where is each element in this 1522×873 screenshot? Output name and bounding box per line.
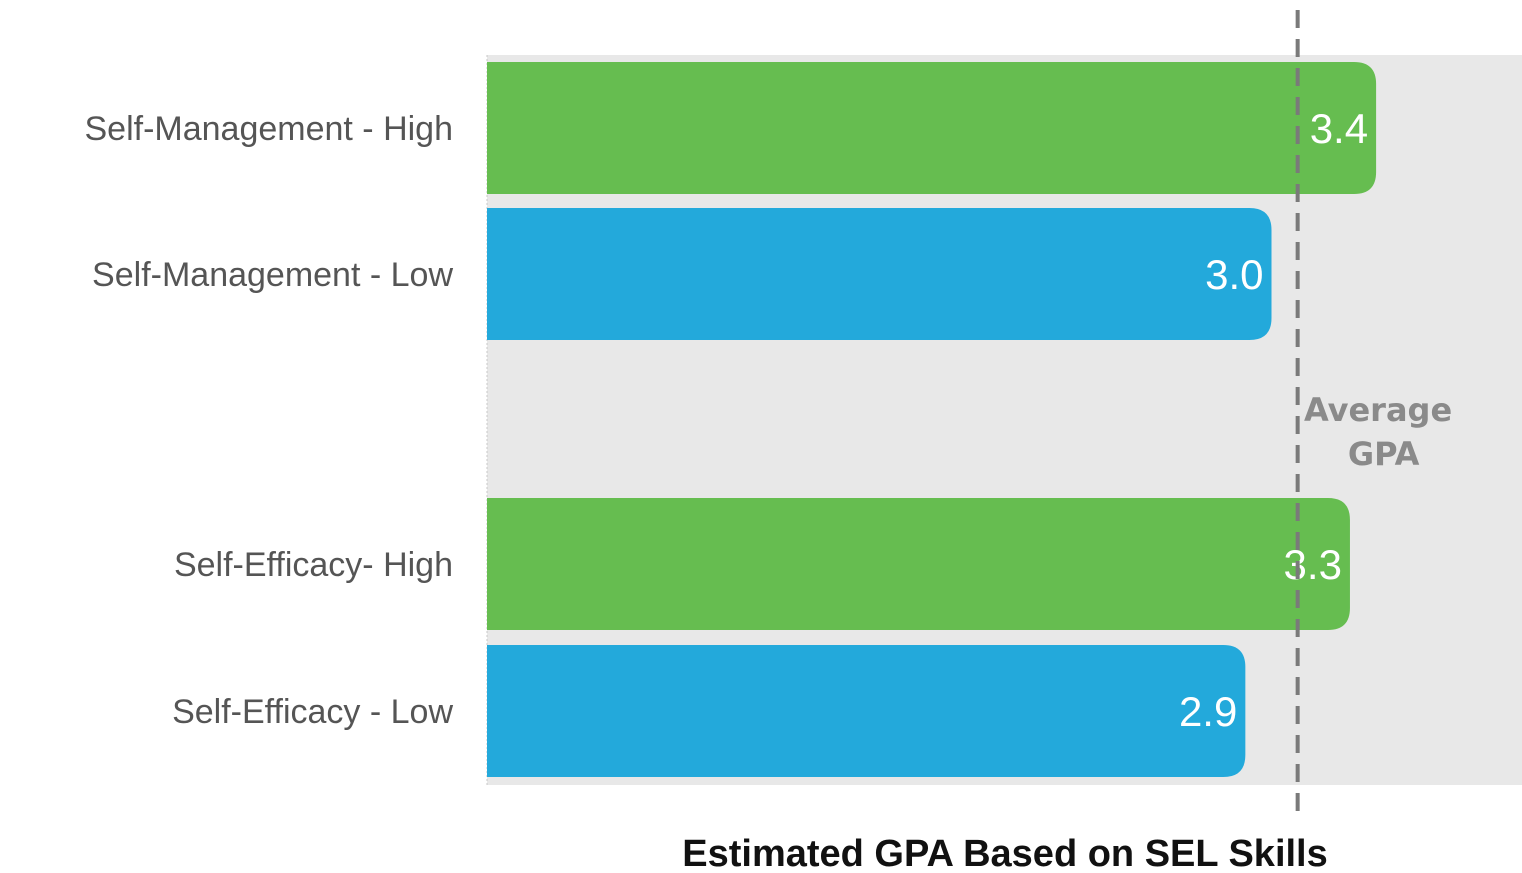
category-label-2: Self-Management - Low [92, 256, 453, 294]
average-gpa-annotation-line-1: Average [1304, 391, 1452, 429]
category-label-4: Self-Efficacy - Low [172, 693, 453, 731]
x-axis-title: Estimated GPA Based on SEL Skills [682, 833, 1328, 873]
value-label-1: 3.4 [1310, 105, 1368, 152]
bar-3 [487, 498, 1350, 630]
value-label-3: 3.3 [1284, 541, 1342, 588]
value-labels-group: 3.4 3.0 3.3 2.9 [1179, 105, 1368, 735]
category-labels-group: Self-Management - High Self-Management - … [84, 110, 453, 731]
category-label-1: Self-Management - High [84, 110, 453, 148]
category-label-3: Self-Efficacy- High [174, 546, 453, 584]
bar-4 [487, 645, 1246, 777]
average-gpa-annotation-line-2: GPA [1348, 435, 1420, 473]
bar-2 [487, 208, 1272, 340]
average-gpa-annotation: Average GPA [1304, 391, 1463, 473]
bar-1 [487, 62, 1377, 194]
bars-group [487, 62, 1377, 777]
value-label-2: 3.0 [1205, 251, 1263, 298]
value-label-4: 2.9 [1179, 688, 1237, 735]
